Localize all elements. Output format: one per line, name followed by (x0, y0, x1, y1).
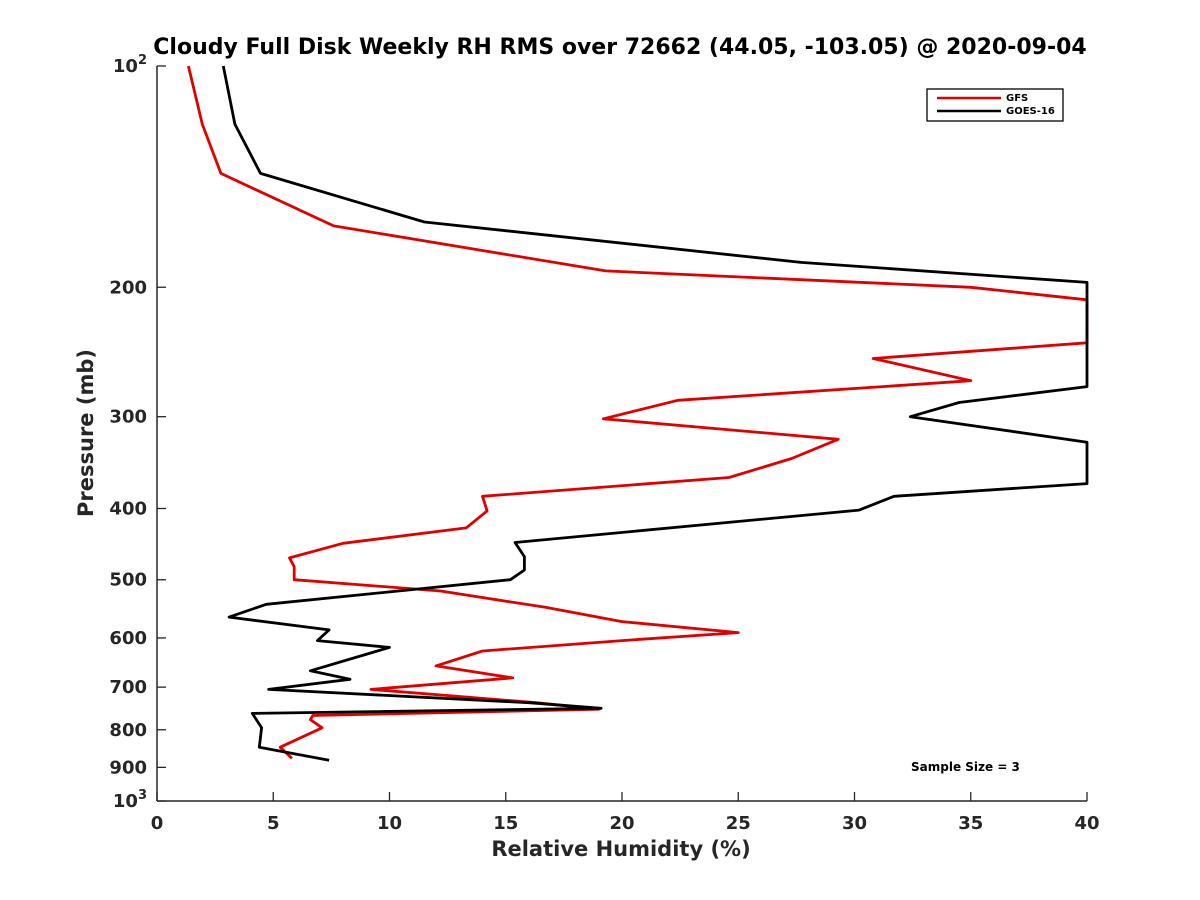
y-tick-label-power: 102 (113, 53, 147, 77)
y-tick-label: 700 (109, 677, 147, 698)
x-tick-label: 30 (842, 813, 867, 834)
x-tick-label: 10 (377, 813, 402, 834)
legend: GFS GOES-16 (926, 88, 1064, 122)
y-tick-label: 300 (109, 407, 147, 428)
series-line-goes16 (221, 65, 1089, 762)
x-tick-label: 15 (493, 813, 518, 834)
y-axis-label: Pressure (mb) (74, 349, 98, 517)
x-axis-label: Relative Humidity (%) (491, 837, 750, 861)
y-tick-label: 800 (109, 720, 147, 741)
legend-box (926, 88, 1064, 122)
x-tick-label: 40 (1074, 813, 1099, 834)
x-tick-label: 25 (726, 813, 751, 834)
y-tick-label-power: 103 (113, 788, 147, 812)
y-tick-label: 600 (109, 628, 147, 649)
x-ticks: 0 5 10 15 20 25 30 35 40 (151, 792, 1100, 834)
x-tick-label: 20 (609, 813, 634, 834)
x-tick-label: 35 (958, 813, 983, 834)
x-tick-label: 5 (267, 813, 280, 834)
y-tick-label: 500 (109, 570, 147, 591)
chart-title: Cloudy Full Disk Weekly RH RMS over 7266… (153, 35, 1086, 60)
y-tick-label: 400 (109, 499, 147, 520)
x-tick-label: 0 (151, 813, 164, 834)
y-ticks: 200 300 400 500 600 700 800 900 102 103 (109, 53, 166, 812)
legend-label-gfs: GFS (1006, 93, 1028, 104)
y-tick-label: 900 (109, 757, 147, 778)
y-tick-label: 200 (109, 277, 147, 298)
legend-label-goes16: GOES-16 (1006, 106, 1055, 117)
sample-size-annotation: Sample Size = 3 (911, 760, 1020, 774)
plot-lines (187, 65, 1089, 762)
